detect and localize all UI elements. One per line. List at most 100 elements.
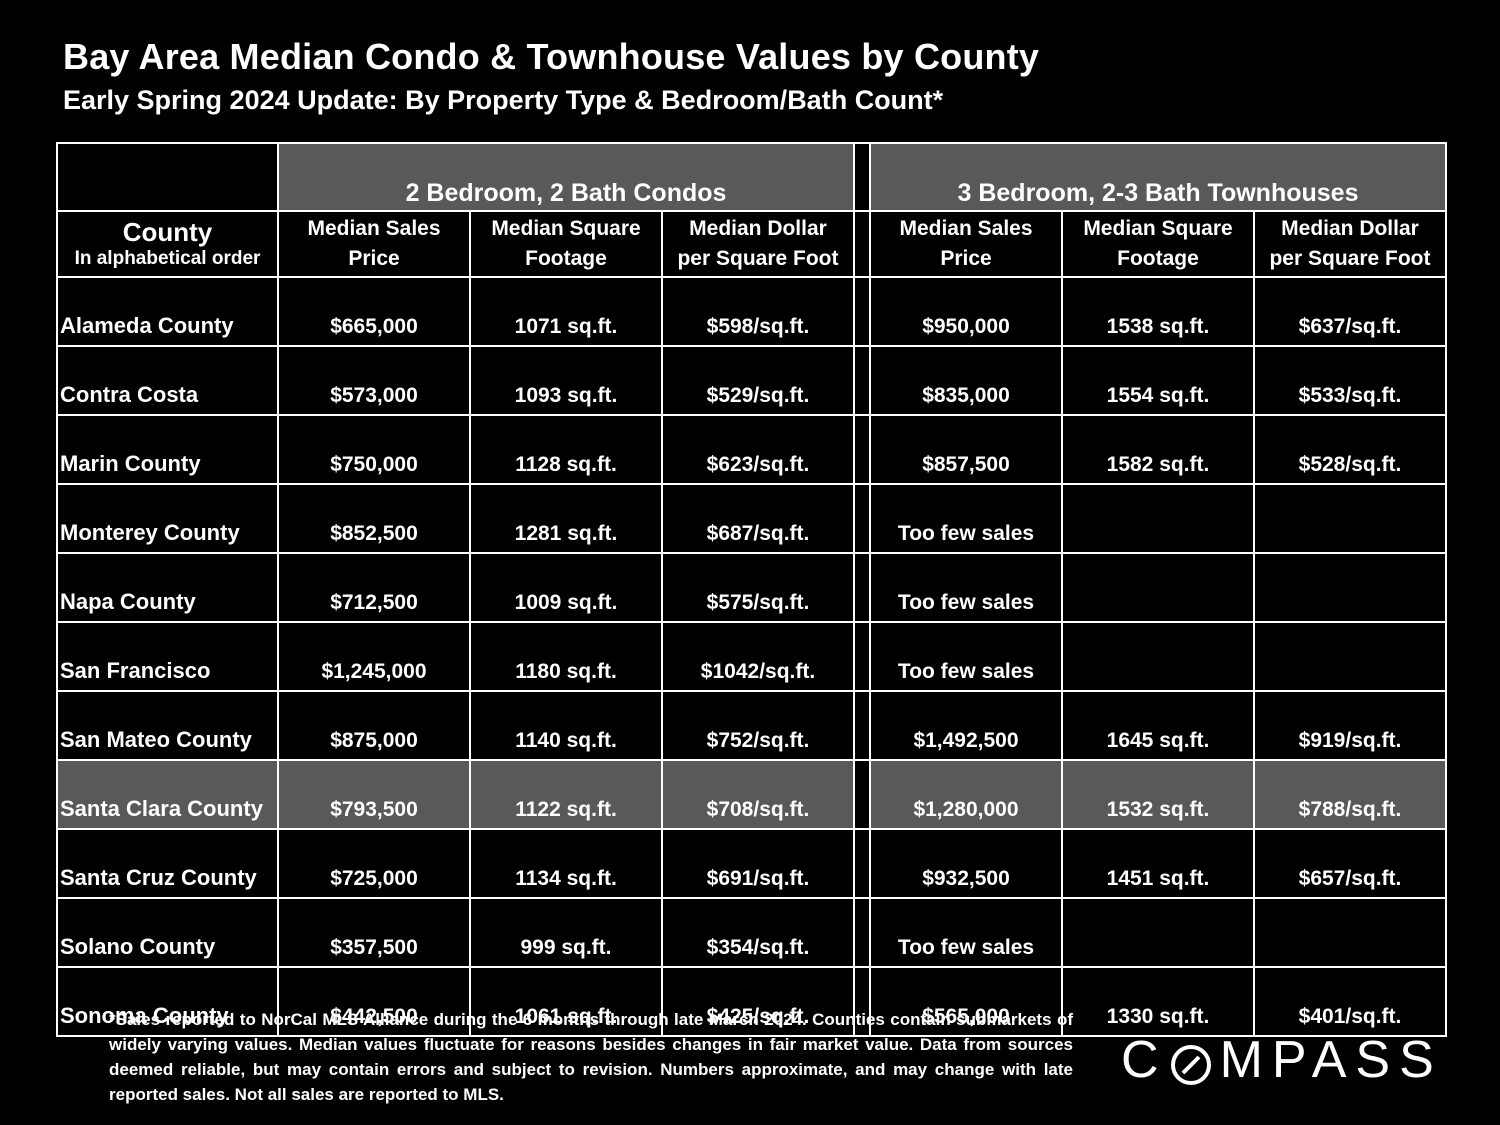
county-name-cell: Solano County [56, 897, 279, 968]
townhouse-median-ppsf-cell: $528/sq.ft. [1253, 414, 1447, 485]
townhouse-median-sqft-cell [1061, 552, 1255, 623]
townhouse-median-ppsf-cell: $657/sq.ft. [1253, 828, 1447, 899]
column-separator [853, 210, 871, 278]
condo-median-price-cell: $573,000 [277, 345, 471, 416]
condo-median-price-cell: $665,000 [277, 276, 471, 347]
column-separator [853, 414, 871, 485]
column-separator [853, 897, 871, 968]
group-header-row: 2 Bedroom, 2 Bath Condos 3 Bedroom, 2-3 … [56, 142, 1447, 212]
column-separator [853, 345, 871, 416]
header-line: Median Sales [307, 217, 441, 240]
townhouse-median-sqft-cell [1061, 483, 1255, 554]
county-name-cell: San Mateo County [56, 690, 279, 761]
condo-median-ppsf-cell: $598/sq.ft. [661, 276, 855, 347]
townhouse-median-price-cell: Too few sales [869, 897, 1063, 968]
condo-median-price-cell: $875,000 [277, 690, 471, 761]
county-name-cell: Contra Costa [56, 345, 279, 416]
condo-median-sqft-cell: 1122 sq.ft. [469, 759, 663, 830]
column-separator [853, 828, 871, 899]
townhouse-median-sqft-cell [1061, 897, 1255, 968]
condo-median-ppsf-cell: $691/sq.ft. [661, 828, 855, 899]
condo-median-price-cell: $442,500 [277, 966, 471, 1037]
county-name-cell: Marin County [56, 414, 279, 485]
compass-o-icon [1170, 1039, 1212, 1085]
condo-price-header: Median Sales Price [277, 210, 471, 278]
column-separator [853, 142, 871, 212]
header-line: Price [940, 247, 992, 270]
logo-suffix: MPASS [1219, 1031, 1443, 1089]
townhouse-median-sqft-cell: 1538 sq.ft. [1061, 276, 1255, 347]
townhouse-median-ppsf-cell [1253, 483, 1447, 554]
footnote: *Sales reported to NorCal MLS Alliance d… [109, 1010, 1073, 1104]
condo-median-price-cell: $750,000 [277, 414, 471, 485]
condo-median-price-cell: $852,500 [277, 483, 471, 554]
townhouse-median-price-cell: $950,000 [869, 276, 1063, 347]
table-row: San Mateo County $875,000 1140 sq.ft. $752/… [56, 690, 1447, 761]
townhouse-median-ppsf-cell: $919/sq.ft. [1253, 690, 1447, 761]
table-row: Solano County $357,500 999 sq.ft. $354/sq.f… [56, 897, 1447, 968]
county-values-table: 2 Bedroom, 2 Bath Condos 3 Bedroom, 2-3 … [56, 142, 1447, 1037]
page-subtitle: Early Spring 2024 Update: By Property Ty… [63, 85, 944, 115]
header-line: per Square Foot [677, 247, 839, 270]
header-line: Median Dollar [689, 217, 827, 240]
column-separator [853, 690, 871, 761]
townhouse-median-sqft-cell [1061, 621, 1255, 692]
table-row: Alameda County $665,000 1071 sq.ft. $598/sq… [56, 276, 1447, 347]
condo-median-price-cell: $793,500 [277, 759, 471, 830]
condo-median-ppsf-cell: $575/sq.ft. [661, 552, 855, 623]
county-name-cell: Santa Clara County [56, 759, 279, 830]
table-row: San Francisco $1,245,000 1180 sq.ft. $1042/… [56, 621, 1447, 692]
condo-median-ppsf-cell: $354/sq.ft. [661, 897, 855, 968]
condo-group-header: 2 Bedroom, 2 Bath Condos [277, 142, 855, 212]
condo-median-ppsf-cell: $752/sq.ft. [661, 690, 855, 761]
townhouse-median-sqft-cell: 1554 sq.ft. [1061, 345, 1255, 416]
condo-median-sqft-cell: 1281 sq.ft. [469, 483, 663, 554]
county-name-cell: San Francisco [56, 621, 279, 692]
county-header-sublabel: In alphabetical order [74, 248, 261, 269]
townhouse-median-price-cell: Too few sales [869, 621, 1063, 692]
condo-median-sqft-cell: 1140 sq.ft. [469, 690, 663, 761]
condo-median-ppsf-cell: $623/sq.ft. [661, 414, 855, 485]
condo-median-sqft-cell: 1134 sq.ft. [469, 828, 663, 899]
header-line: Price [348, 247, 400, 270]
table-row: Monterey County $852,500 1281 sq.ft. $687/s… [56, 483, 1447, 554]
townhouse-median-price-cell: Too few sales [869, 552, 1063, 623]
condo-median-price-cell: $712,500 [277, 552, 471, 623]
townhouse-median-sqft-cell: 1645 sq.ft. [1061, 690, 1255, 761]
header-line: Median Dollar [1281, 217, 1419, 240]
table-row: Santa Cruz County $725,000 1134 sq.ft. $691… [56, 828, 1447, 899]
compass-logo: C MPASS [1121, 1030, 1443, 1090]
townhouse-median-ppsf-cell [1253, 897, 1447, 968]
page-title: Bay Area Median Condo & Townhouse Values… [63, 36, 1040, 77]
column-header-row: County In alphabetical order Median Sale… [56, 210, 1447, 278]
condo-median-ppsf-cell: $687/sq.ft. [661, 483, 855, 554]
condo-median-price-cell: $357,500 [277, 897, 471, 968]
table-row: Contra Costa $573,000 1093 sq.ft. $529/sq.f… [56, 345, 1447, 416]
townhouse-group-header: 3 Bedroom, 2-3 Bath Townhouses [869, 142, 1447, 212]
condo-median-sqft-cell: 1071 sq.ft. [469, 276, 663, 347]
townhouse-median-ppsf-cell: $401/sq.ft. [1253, 966, 1447, 1037]
condo-median-price-cell: $1,245,000 [277, 621, 471, 692]
county-name-cell: Sonoma County [56, 966, 279, 1037]
column-separator [853, 621, 871, 692]
condo-median-sqft-cell: 999 sq.ft. [469, 897, 663, 968]
column-separator [853, 276, 871, 347]
condo-median-sqft-cell: 1128 sq.ft. [469, 414, 663, 485]
townhouse-median-price-cell: $1,280,000 [869, 759, 1063, 830]
condo-median-sqft-cell: 1009 sq.ft. [469, 552, 663, 623]
table-row: Sonoma County $442,500 1061 sq.ft. $425/sq.… [56, 966, 1447, 1037]
header-line: per Square Foot [1269, 247, 1431, 270]
column-separator [853, 966, 871, 1037]
townhouse-median-ppsf-cell [1253, 552, 1447, 623]
condo-median-ppsf-cell: $529/sq.ft. [661, 345, 855, 416]
county-name-cell: Napa County [56, 552, 279, 623]
condo-median-ppsf-cell: $708/sq.ft. [661, 759, 855, 830]
townhouse-median-ppsf-cell: $533/sq.ft. [1253, 345, 1447, 416]
townhouse-median-sqft-cell: 1451 sq.ft. [1061, 828, 1255, 899]
condo-median-ppsf-cell: $425/sq.ft. [661, 966, 855, 1037]
condo-sqft-header: Median Square Footage [469, 210, 663, 278]
table-row: Marin County $750,000 1128 sq.ft. $623/sq.f… [56, 414, 1447, 485]
logo-prefix: C [1121, 1031, 1168, 1089]
condo-median-sqft-cell: 1093 sq.ft. [469, 345, 663, 416]
header-line: Median Sales [899, 217, 1033, 240]
